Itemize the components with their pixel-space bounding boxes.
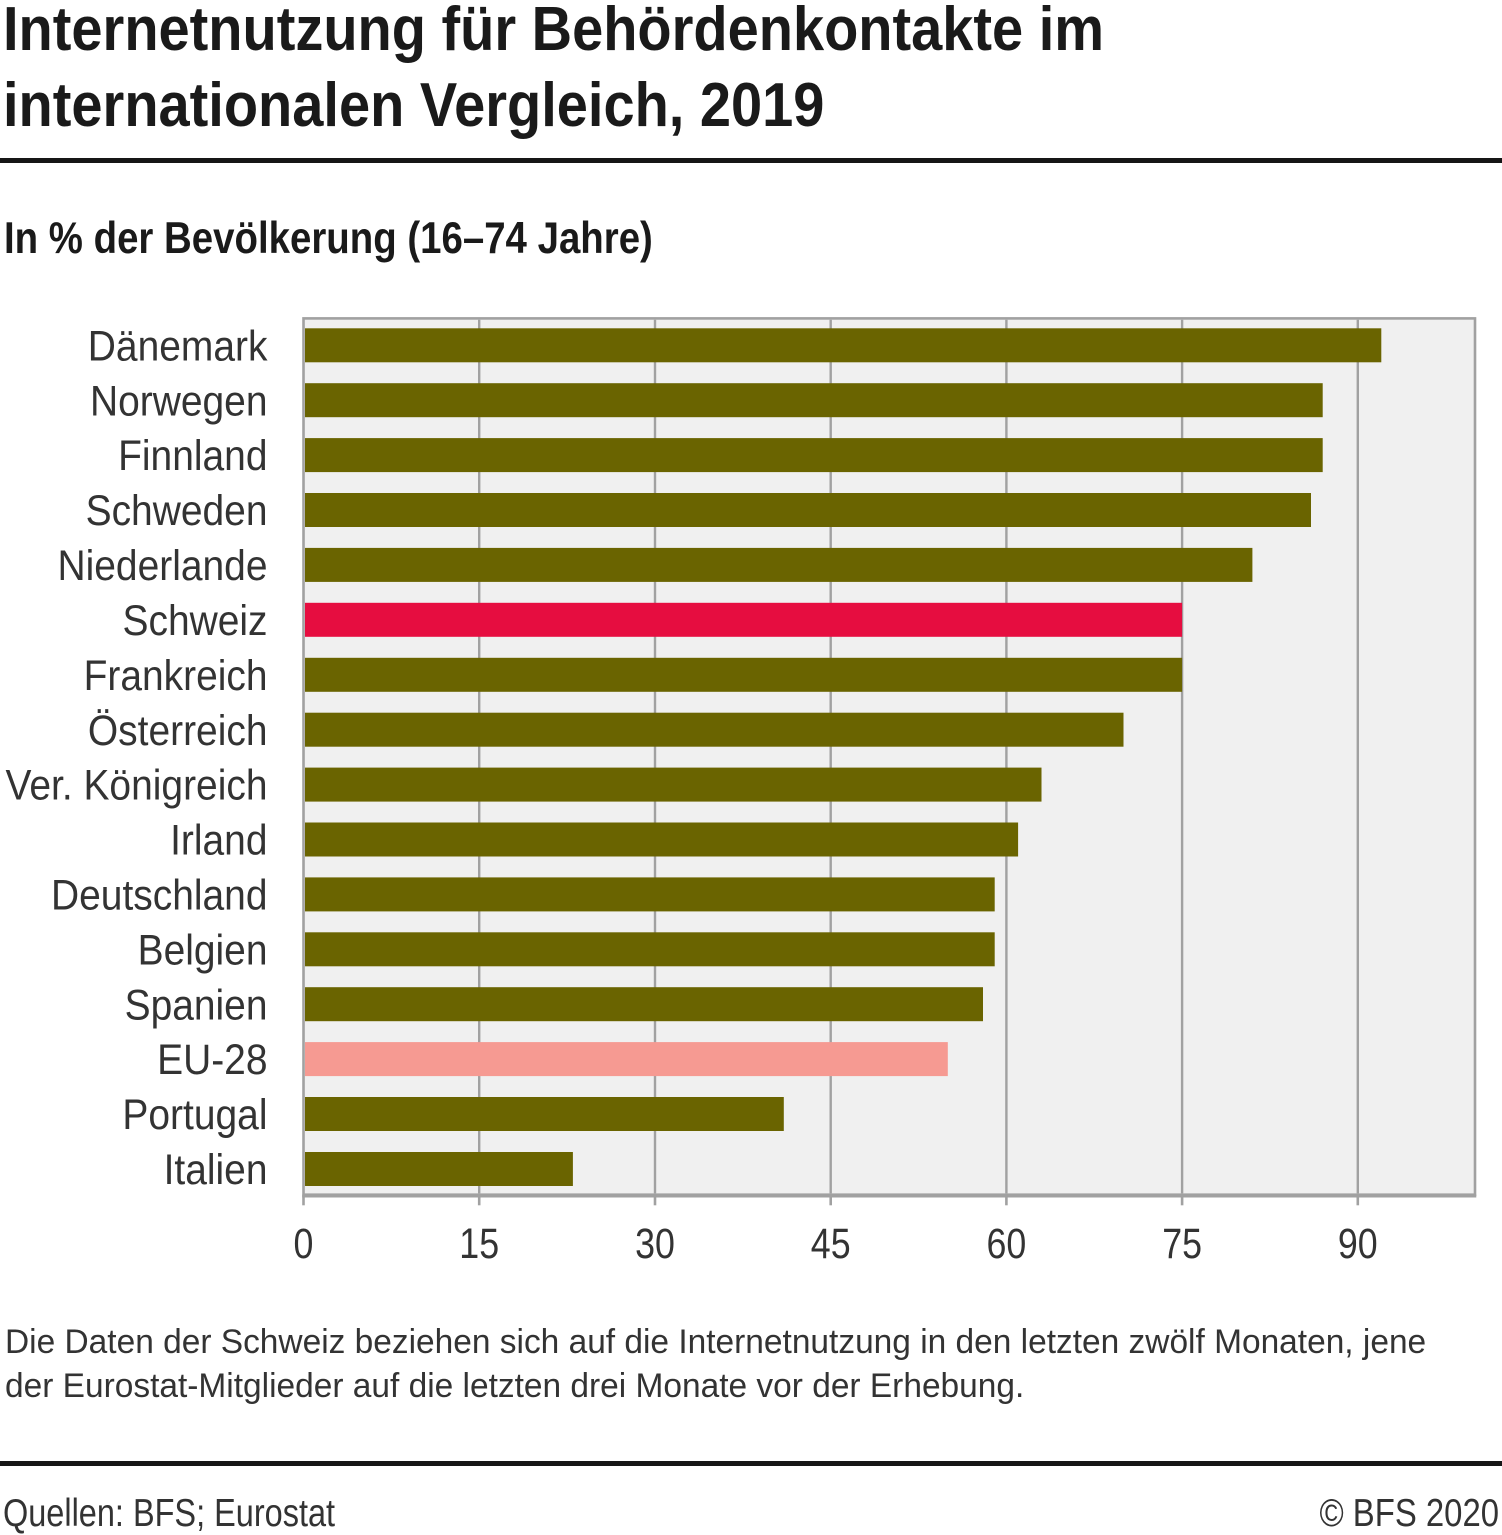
svg-text:Belgien: Belgien — [138, 926, 268, 974]
svg-text:Ver. Königreich: Ver. Königreich — [6, 762, 268, 810]
svg-text:Frankreich: Frankreich — [84, 652, 268, 700]
svg-text:Niederlande: Niederlande — [58, 542, 268, 590]
svg-text:Norwegen: Norwegen — [90, 377, 268, 425]
svg-text:0: 0 — [294, 1220, 314, 1268]
svg-text:EU-28: EU-28 — [157, 1036, 267, 1084]
svg-text:Spanien: Spanien — [125, 981, 268, 1029]
svg-text:75: 75 — [1162, 1220, 1202, 1268]
svg-text:Schweiz: Schweiz — [123, 597, 268, 645]
svg-text:Finnland: Finnland — [118, 432, 267, 480]
svg-text:Irland: Irland — [170, 817, 267, 865]
svg-text:90: 90 — [1338, 1220, 1378, 1268]
svg-text:60: 60 — [987, 1220, 1027, 1268]
svg-text:45: 45 — [811, 1220, 851, 1268]
svg-text:15: 15 — [459, 1220, 499, 1268]
svg-text:Dänemark: Dänemark — [88, 322, 268, 370]
svg-text:Schweden: Schweden — [86, 487, 268, 535]
svg-text:Österreich: Österreich — [88, 707, 268, 755]
svg-text:Portugal: Portugal — [122, 1091, 267, 1139]
svg-text:Deutschland: Deutschland — [51, 872, 268, 920]
svg-text:Italien: Italien — [164, 1146, 268, 1194]
svg-text:30: 30 — [635, 1220, 675, 1268]
